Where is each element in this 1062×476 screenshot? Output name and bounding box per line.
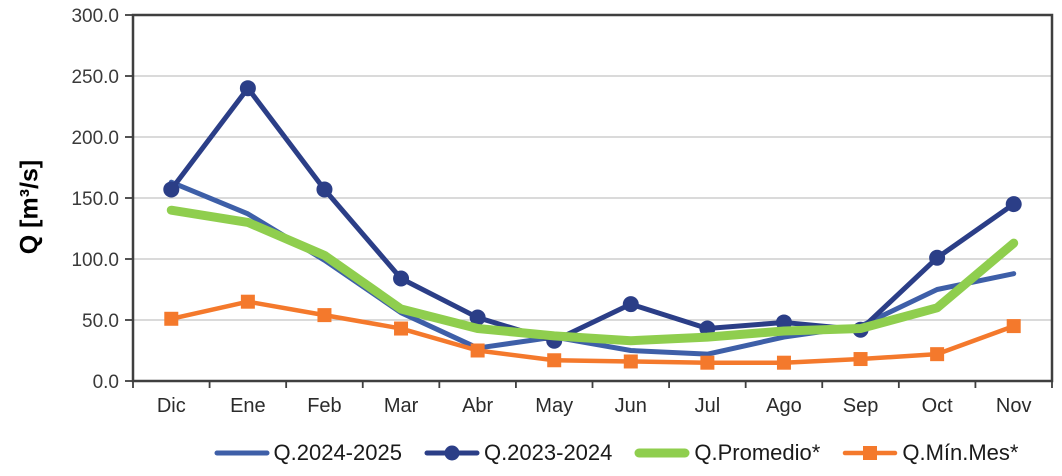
series-line-0 [168,179,1017,357]
legend: Q.2024-2025 Q.2023-2024 Q.Promedio* Q.Mí… [0,440,1062,466]
data-point-square [164,311,179,326]
series-line-3 [169,299,1016,365]
data-point-square [317,308,332,323]
data-point-circle [469,309,486,326]
y-tick-label: 200.0 [71,128,119,149]
line-circle-sample-icon [424,445,480,461]
y-tick-label: 150.0 [71,189,119,210]
y-axis-title: Q [m³/s] [15,159,44,255]
data-point-circle [316,181,333,198]
series-line-2 [166,205,1019,346]
y-tick-label: 100.0 [71,250,119,271]
legend-item-q-min-mes[interactable]: Q.Mín.Mes* [842,440,1018,466]
data-point-circle [393,270,410,287]
y-tick-label: 0.0 [93,372,119,393]
data-point-square [547,353,562,368]
x-tick-label: Ago [766,395,802,417]
thick-line-sample-icon [634,448,690,458]
data-point-square [394,321,409,336]
line-square-sample-icon [843,446,898,460]
line-sample-icon [214,450,270,456]
data-point-square [470,343,485,358]
x-tick-label: Oct [922,395,954,417]
legend-item-q-2024-2025[interactable]: Q.2024-2025 [214,440,402,466]
x-tick-label: Abr [462,395,493,417]
y-tick-label: 300.0 [71,6,119,27]
x-tick-label: Dic [157,395,186,417]
x-tick-label: Sep [843,395,879,417]
x-tick-label: Mar [384,395,419,417]
data-point-square [623,354,638,369]
x-tick-label: Jun [615,395,647,417]
data-point-circle [239,80,256,97]
data-point-square [853,352,868,367]
chart-svg: 0.0 50.0 100.0 150.0 200.0 250.0 300.0 Dic Ene Fe… [71,6,1054,417]
data-point-square [776,355,791,370]
x-tick-label: Jul [695,395,721,417]
data-point-circle [163,181,180,198]
x-tick-label: Feb [307,395,341,417]
legend-item-q-2023-2024[interactable]: Q.2023-2024 [424,440,612,466]
legend-label: Q.Promedio* [694,440,821,465]
legend-label: Q.Mín.Mes* [902,440,1019,465]
data-point-circle [1005,196,1022,213]
data-point-circle [929,249,946,266]
x-tick-label: May [535,395,573,417]
data-point-square [1006,319,1021,334]
data-point-circle [622,296,639,313]
data-point-square [930,347,945,362]
x-tick-label: Nov [996,395,1032,417]
legend-label: Q.2023-2024 [483,440,613,465]
series-line-1 [168,85,1017,344]
y-tick-label: 250.0 [71,67,119,88]
data-point-square [700,355,715,370]
legend-label: Q.2024-2025 [273,440,402,465]
y-tick-label: 50.0 [82,311,119,332]
data-point-square [240,294,255,309]
legend-item-q-promedio[interactable]: Q.Promedio* [634,440,820,466]
x-tick-label: Ene [230,395,266,417]
